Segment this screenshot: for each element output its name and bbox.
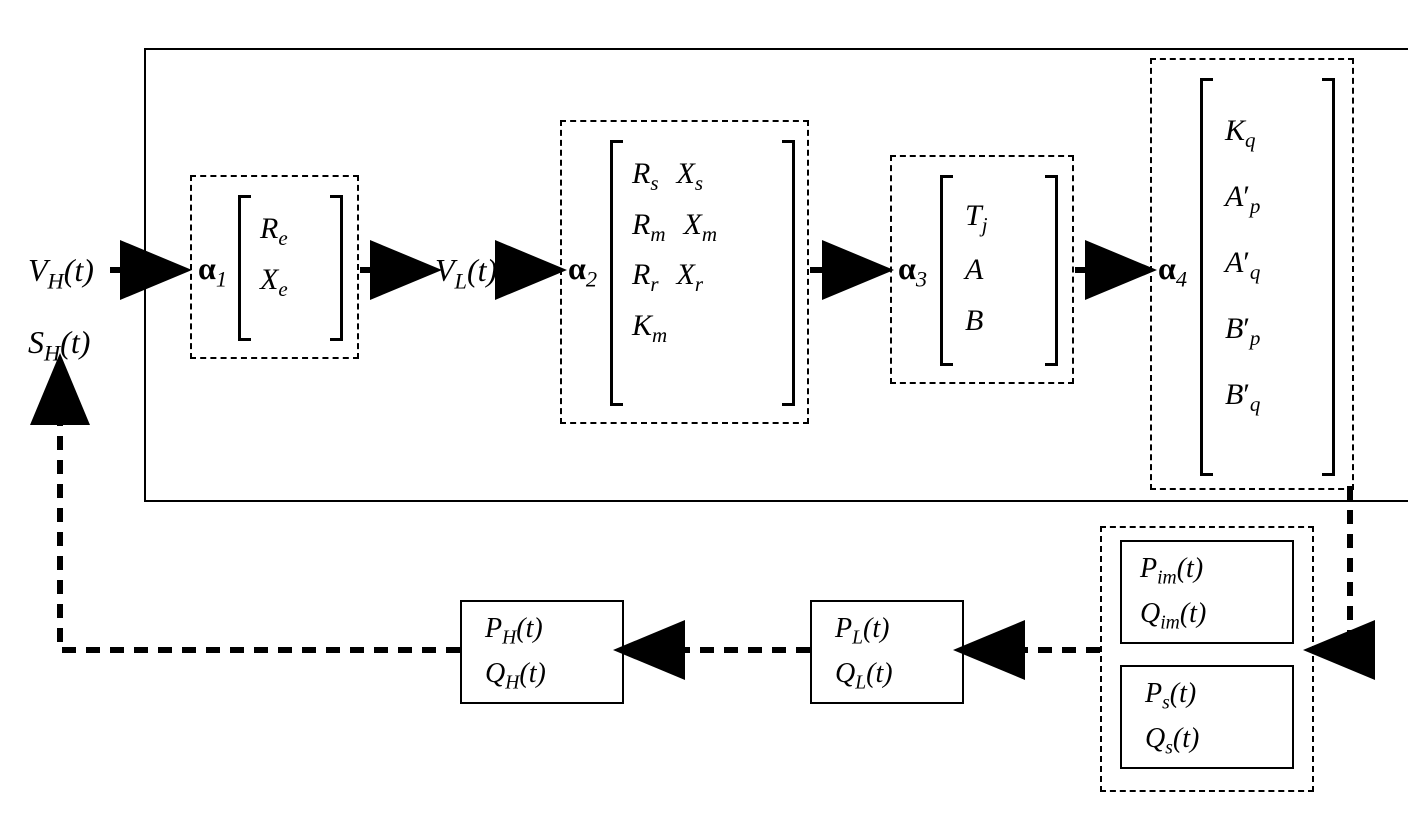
diagram-container: VH(t) SH(t) α1 Re Xe VL(t) α2 RsXs RmXm … [20,20,1408,804]
arrows-svg [20,20,1408,804]
